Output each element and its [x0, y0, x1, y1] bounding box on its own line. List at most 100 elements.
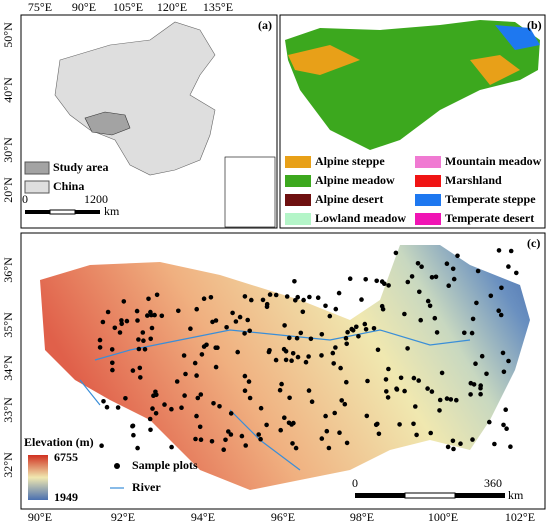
sample-plot — [474, 300, 479, 306]
sample-plot — [307, 294, 312, 300]
sample-plot — [112, 325, 118, 331]
sample-plot — [109, 347, 115, 352]
temperate-area — [495, 25, 540, 50]
sample-plot — [323, 303, 328, 309]
sample-plot — [414, 432, 419, 438]
sample-plot — [324, 428, 330, 434]
sample-plot — [293, 298, 298, 303]
sample-plot — [283, 357, 289, 363]
sample-plot — [501, 422, 506, 428]
sample-plot — [374, 278, 380, 284]
sample-plot — [136, 337, 141, 342]
sample-plot — [315, 295, 321, 301]
sample-plot — [454, 397, 459, 403]
sample-plot — [405, 279, 411, 285]
sample-plot — [429, 389, 435, 394]
legend-swatch — [24, 180, 50, 194]
sample-plot — [237, 314, 243, 320]
sample-plot — [273, 357, 279, 363]
sample-plot — [478, 391, 483, 397]
sample-plot — [140, 330, 146, 335]
sample-plot — [197, 424, 203, 430]
sample-plot — [434, 330, 440, 335]
sample-plot — [338, 365, 343, 371]
sample-plot — [473, 361, 478, 367]
sample-plot — [359, 297, 364, 302]
sample-plot — [194, 373, 199, 378]
sample-plot — [246, 379, 252, 384]
sample-plot — [458, 441, 463, 447]
sample-plot — [148, 309, 153, 315]
sample-plot — [303, 359, 309, 365]
sample-plots — [97, 248, 519, 453]
sample-plot — [211, 401, 216, 406]
sample-plot — [306, 388, 312, 393]
sample-plot — [506, 264, 511, 269]
sample-plot — [363, 327, 369, 332]
legend-label: Alpine desert — [315, 192, 383, 206]
sample-plot — [393, 250, 399, 256]
sample-plot — [508, 444, 513, 450]
sample-plot — [145, 313, 150, 318]
study-area — [84, 111, 131, 136]
sample-plot — [385, 395, 391, 400]
lat-label: 30°N — [1, 137, 15, 163]
sample-plot — [339, 398, 345, 403]
sample-plot — [445, 444, 451, 450]
sample-plot — [284, 294, 290, 299]
sample-plot — [398, 375, 404, 381]
lat-label: 35°N — [1, 312, 15, 338]
sample-plot — [386, 366, 391, 372]
scale-label: km — [508, 488, 524, 502]
sample-plot — [199, 352, 205, 357]
sample-plot — [446, 283, 452, 289]
sample-plot — [413, 404, 418, 409]
sample-plot — [333, 306, 339, 312]
scale-label: 360 — [484, 476, 502, 490]
sample-plot — [135, 318, 140, 323]
sample-plot — [273, 292, 279, 298]
scale-bar-c — [355, 492, 505, 499]
sample-plot — [451, 446, 456, 452]
sample-plot — [210, 319, 215, 325]
sample-plot — [470, 316, 476, 322]
sample-plot — [376, 431, 382, 437]
sample-plot — [411, 375, 417, 381]
sample-plot — [451, 276, 457, 282]
sample-plot — [295, 294, 301, 300]
legend-label: Alpine steppe — [315, 154, 385, 168]
grassland-map — [285, 20, 540, 150]
legend-label: Sample plots — [132, 458, 198, 472]
sample-plot — [213, 318, 219, 323]
sample-plot — [487, 419, 492, 425]
legend-swatch — [285, 213, 311, 225]
sample-plot — [309, 399, 315, 405]
lon-label: 105°E — [113, 0, 143, 14]
scale-label: km — [104, 204, 120, 218]
sample-plot — [147, 416, 153, 422]
sample-plot — [130, 368, 136, 373]
sample-plot — [432, 315, 438, 321]
sample-plot — [104, 404, 110, 410]
sample-plot — [100, 319, 106, 325]
sample-plot — [146, 296, 151, 302]
sample-plot — [124, 318, 130, 324]
sample-plot — [418, 317, 424, 323]
sample-plot — [380, 306, 386, 312]
sample-plot — [306, 354, 311, 359]
sample-plot — [501, 369, 507, 375]
sample-plot — [192, 360, 198, 366]
legend-label: China — [53, 179, 84, 193]
lon-label: 94°E — [191, 510, 215, 524]
sample-plot — [245, 317, 250, 323]
sample-plot — [428, 430, 434, 436]
lat-label: 36°N — [1, 257, 15, 283]
legend-label: Alpine meadow — [315, 173, 395, 187]
sample-plot — [242, 294, 248, 299]
sample-plot — [135, 445, 140, 451]
sample-plot — [504, 426, 509, 432]
sample-plot — [326, 445, 332, 451]
lon-label: 98°E — [350, 510, 374, 524]
legend-swatch — [415, 175, 441, 187]
sample-plot — [110, 367, 115, 373]
